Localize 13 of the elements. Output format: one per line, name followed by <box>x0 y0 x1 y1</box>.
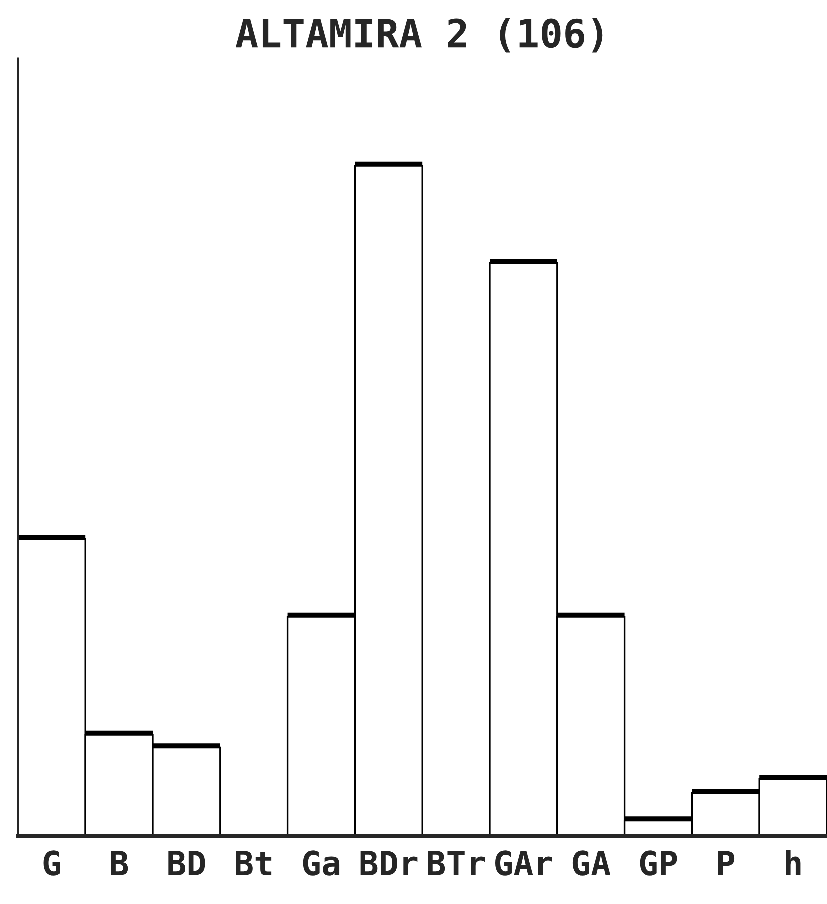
x-tick-label: BDr <box>360 851 418 876</box>
chart-title: ALTAMIRA 2 (106) <box>236 18 603 53</box>
x-tick-label: G <box>44 850 60 876</box>
x-tick-label: GAr <box>496 850 552 876</box>
x-tick-label: Bt <box>236 851 272 876</box>
x-tick-label: P <box>718 851 735 876</box>
x-tick-label: GA <box>572 850 611 876</box>
x-tick-label: BTr <box>428 851 486 876</box>
x-tick-label: B <box>111 851 128 876</box>
x-tick-label: Ga <box>303 850 340 876</box>
x-tick-label: GP <box>640 850 678 876</box>
x-tick-label: BD <box>168 851 206 876</box>
x-tick-label: h <box>786 850 801 876</box>
